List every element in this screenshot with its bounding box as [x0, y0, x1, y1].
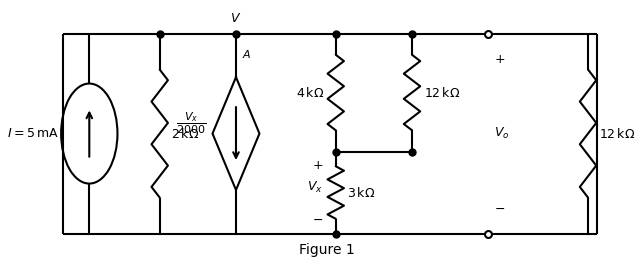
- Text: $V_x$: $V_x$: [307, 180, 323, 195]
- Text: $12\,\mathrm{k}\Omega$: $12\,\mathrm{k}\Omega$: [424, 85, 460, 100]
- Text: $V$: $V$: [230, 12, 242, 25]
- Text: $A$: $A$: [242, 48, 251, 60]
- Text: $-$: $-$: [312, 213, 323, 226]
- Text: $2\,\mathrm{k}\Omega$: $2\,\mathrm{k}\Omega$: [171, 127, 200, 141]
- Text: $3\,\mathrm{k}\Omega$: $3\,\mathrm{k}\Omega$: [347, 185, 376, 200]
- Text: $+$: $+$: [494, 53, 505, 66]
- Text: $V_o$: $V_o$: [494, 126, 510, 141]
- Text: $\dfrac{V_x}{2000}$: $\dfrac{V_x}{2000}$: [176, 111, 206, 136]
- Text: $4\,\mathrm{k}\Omega$: $4\,\mathrm{k}\Omega$: [296, 85, 324, 100]
- Text: Figure 1: Figure 1: [299, 243, 355, 257]
- Text: $+$: $+$: [312, 159, 323, 172]
- Text: $-$: $-$: [494, 201, 505, 214]
- Text: $I=5\,\mathrm{mA}$: $I=5\,\mathrm{mA}$: [6, 127, 58, 140]
- Text: $12\,\mathrm{k}\Omega$: $12\,\mathrm{k}\Omega$: [599, 127, 635, 141]
